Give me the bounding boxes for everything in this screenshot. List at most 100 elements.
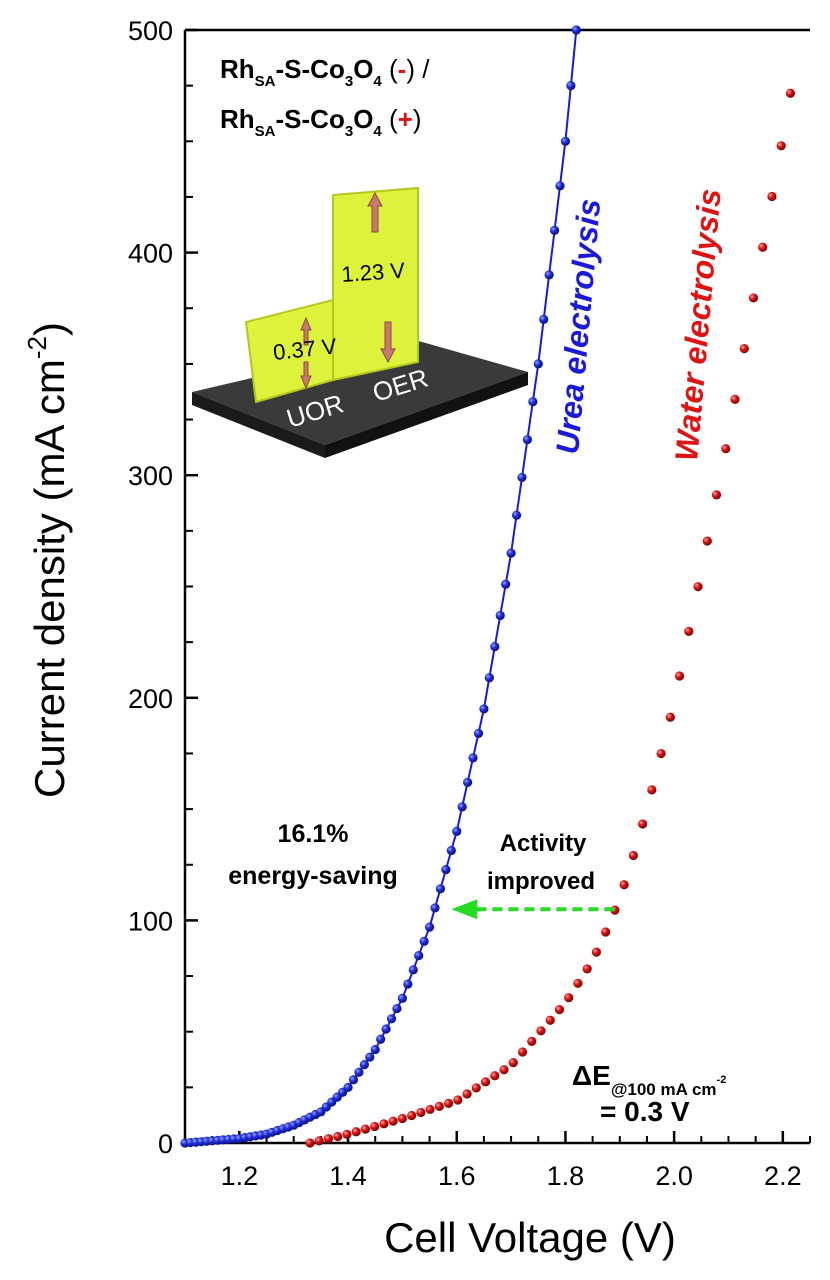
data-point [490,1071,500,1081]
data-point [533,359,543,369]
uor-down-arrow-icon [300,361,312,390]
oer-up-arrow-icon [367,191,383,233]
y-tick-label: 300 [128,461,173,491]
inset-oer-voltage: 1.23 V [341,258,407,287]
catalyst-title-line2: RhSA-S-Co3O4 (+) [220,104,422,140]
y-tick-labels: 0 100 200 300 400 500 [128,16,173,1159]
data-point [407,1110,417,1121]
data-point [573,978,583,988]
data-point [397,993,407,1003]
inset-base-top [192,340,528,445]
data-point [480,1077,491,1087]
data-point [305,1138,315,1148]
data-point [560,136,571,146]
data-point [495,610,505,621]
data-point [370,1121,380,1132]
data-point [656,748,666,759]
data-point [479,704,489,714]
data-point [354,1067,364,1077]
data-point [430,903,440,913]
data-point [499,1065,509,1075]
data-point [388,1116,398,1126]
arrow-left-icon [451,899,478,920]
y-tick-label: 100 [128,906,173,936]
data-point [544,270,554,280]
x-tick-label: 1.6 [438,1161,476,1191]
data-point [748,293,759,303]
delta-e-value: = 0.3 V [600,1096,690,1127]
y-tick-label: 200 [128,684,173,714]
data-point [484,673,494,683]
delta-e-label: ΔE@100 mA cm-2 [572,1060,726,1099]
data-point [591,947,602,957]
water-electrolysis-label: Water electrolysis [668,187,728,462]
data-point [343,1082,353,1092]
y-tick-label: 500 [128,16,173,46]
data-point [758,242,768,252]
data-point [647,785,657,795]
improved-text: improved [487,868,595,895]
data-point [702,536,712,546]
data-point [628,850,638,861]
data-point [435,884,446,894]
inset-base-right [325,372,528,458]
data-point [501,579,511,589]
data-point [419,936,429,946]
data-point [381,1024,391,1034]
data-point [457,802,467,812]
data-point [601,927,611,937]
x-tick-label: 1.8 [547,1161,585,1191]
data-point [463,777,473,787]
data-point [554,1005,565,1015]
x-tick-labels: 1.2 1.4 1.6 1.8 2.0 2.2 [221,1161,802,1191]
data-point [730,394,740,404]
data-point [443,1098,454,1108]
data-point [434,1101,444,1112]
data-point [582,964,592,974]
catalyst-title-line1: RhSA-S-Co3O4 (-) / [220,54,430,90]
y-tick-label: 0 [158,1129,173,1159]
series-water [305,88,796,1148]
data-point [693,582,703,592]
activity-arrow [451,899,615,920]
data-point [711,490,722,500]
data-point [638,819,648,829]
activity-text: Activity [500,830,587,857]
data-point [441,865,451,875]
data-point [490,642,500,652]
series-layer [180,25,796,1148]
data-point [522,434,532,445]
energy-saving-percent: 16.1% [278,820,349,848]
data-point [776,141,786,151]
data-point [376,1034,386,1044]
uor-up-arrow-icon [300,316,312,346]
data-point [473,728,484,739]
data-point [462,1089,472,1099]
energy-saving-text: energy-saving [228,862,398,890]
data-point [619,880,629,890]
data-point [365,1052,375,1062]
data-point [549,225,560,235]
data-point [721,444,731,454]
urea-electrolysis-label: Urea electrolysis [549,197,607,455]
data-point [386,1014,397,1024]
inset-oer-block [332,186,419,382]
data-point [571,25,581,35]
data-point [452,826,462,836]
data-point [785,88,796,98]
data-point [517,1047,528,1057]
data-point [446,845,456,856]
oer-down-arrow-icon [380,321,396,364]
data-point [528,397,538,407]
data-point [370,1044,380,1055]
data-point [555,181,565,191]
data-point [471,1083,481,1093]
x-tick-label: 2.0 [655,1161,693,1191]
x-tick-label: 1.4 [329,1161,367,1191]
data-point [739,344,749,354]
data-point [545,1015,555,1025]
data-point [359,1060,369,1070]
data-point [403,979,413,989]
data-point [674,671,685,681]
data-point [414,950,424,961]
